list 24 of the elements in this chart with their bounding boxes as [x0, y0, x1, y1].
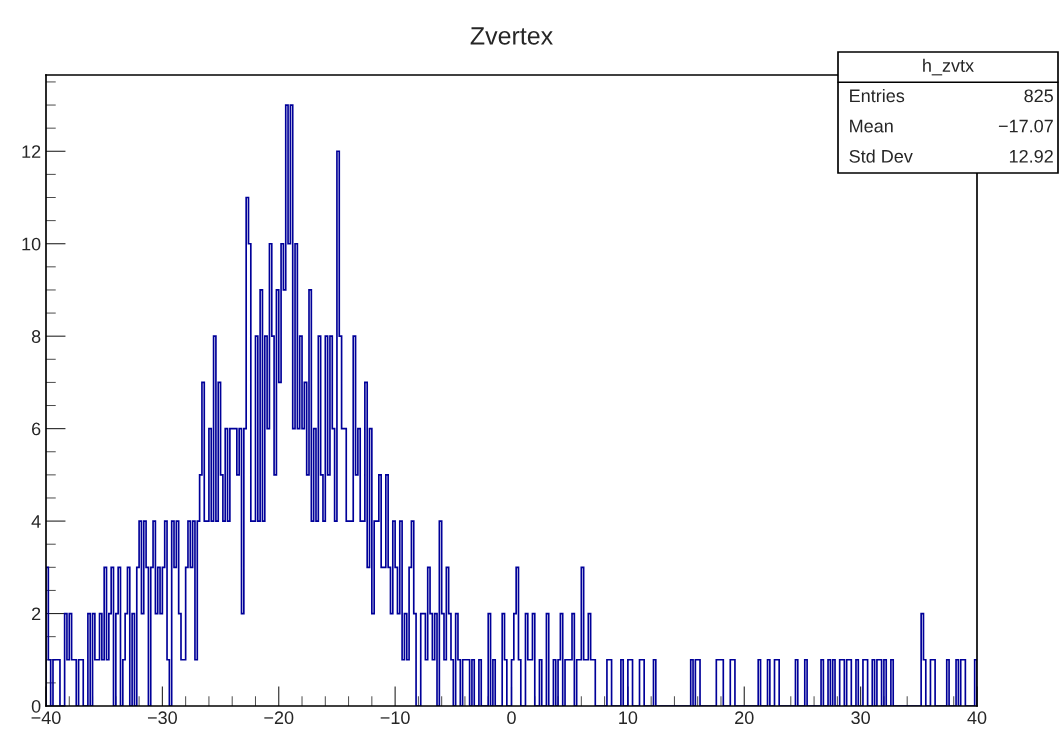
x-tick-label: −20 [264, 711, 294, 725]
x-tick-label: −30 [147, 711, 177, 725]
annotation: Entries [850, 88, 905, 103]
text: −17.07 [998, 119, 1053, 133]
text: 825 [1024, 89, 1053, 103]
y-tick-label: 0 [31, 699, 41, 713]
annotation: Std Dev [849, 149, 913, 163]
y-tick-label: 6 [32, 422, 41, 436]
y-tick-label: 8 [31, 330, 41, 343]
x-tick-label: 20 [735, 711, 754, 725]
x-tick-label: 40 [967, 711, 987, 725]
y-tick-label: 10 [22, 237, 41, 251]
x-tick-label: 10 [619, 711, 638, 725]
annotation: h_zvtx [923, 58, 974, 76]
annotation: Mean [850, 119, 893, 133]
y-tick-label: 4 [31, 515, 41, 528]
x-tick-label: −40 [31, 711, 61, 725]
y-tick-label: 2 [32, 607, 41, 621]
x-tick-label: 0 [507, 711, 516, 725]
text: 12.92 [1009, 149, 1053, 163]
x-tick-label: −10 [380, 711, 410, 725]
y-tick-label: 12 [22, 145, 41, 158]
x-tick-label: 30 [851, 711, 870, 725]
chart-title: Zvertex [470, 27, 553, 45]
